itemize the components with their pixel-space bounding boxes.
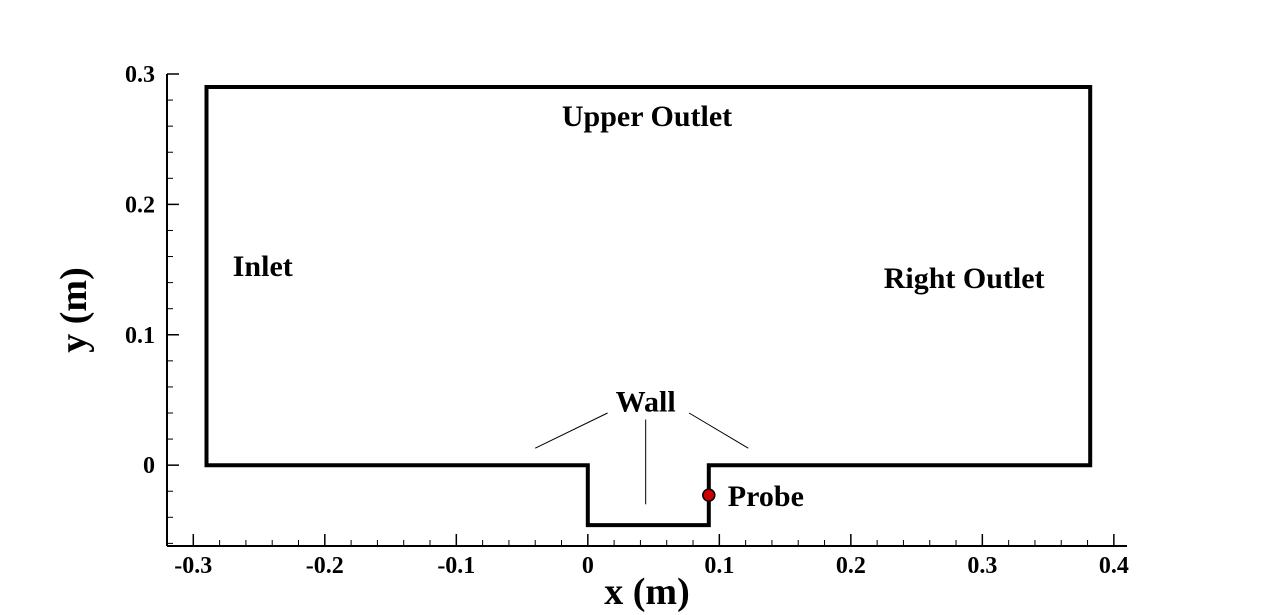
x-tick-label: 0.2 xyxy=(836,553,866,579)
x-tick-label: 0.1 xyxy=(704,553,734,579)
upper-outlet-label: Upper Outlet xyxy=(562,100,732,133)
x-axis-title: x (m) xyxy=(604,571,689,613)
inlet-label: Inlet xyxy=(233,250,293,283)
wall-leader-line xyxy=(535,412,608,449)
y-tick-label: 0.1 xyxy=(125,323,155,349)
axes-frame xyxy=(166,74,1127,547)
wall-leader-lines xyxy=(535,412,749,505)
x-tick-label: 0.4 xyxy=(1099,553,1129,579)
wall-leader-line xyxy=(688,412,749,449)
x-tick-label: 0 xyxy=(582,553,594,579)
wall-label: Wall xyxy=(616,386,676,419)
x-tick-label: -0.2 xyxy=(306,553,344,579)
x-tick-label: -0.3 xyxy=(174,553,212,579)
right-outlet-label: Right Outlet xyxy=(884,262,1045,295)
y-tick-label: 0 xyxy=(143,453,155,479)
y-axis-title: y (m) xyxy=(53,267,95,352)
tick-labels: -0.3 -0.2 -0.1 0 0.1 0.2 0.3 0.4 0 0.1 0.2 0.3 xyxy=(125,62,1129,579)
x-tick-label: -0.1 xyxy=(437,553,475,579)
x-tick-label: 0.3 xyxy=(967,553,997,579)
axis-ticks xyxy=(166,73,1115,546)
annotations: Upper Outlet Inlet Right Outlet Wall xyxy=(233,100,1045,419)
domain-boundary xyxy=(204,85,1093,528)
y-tick-label: 0.3 xyxy=(125,62,155,88)
probe-label: Probe xyxy=(728,480,804,513)
probe-marker xyxy=(702,488,716,502)
y-tick-label: 0.2 xyxy=(125,192,155,218)
